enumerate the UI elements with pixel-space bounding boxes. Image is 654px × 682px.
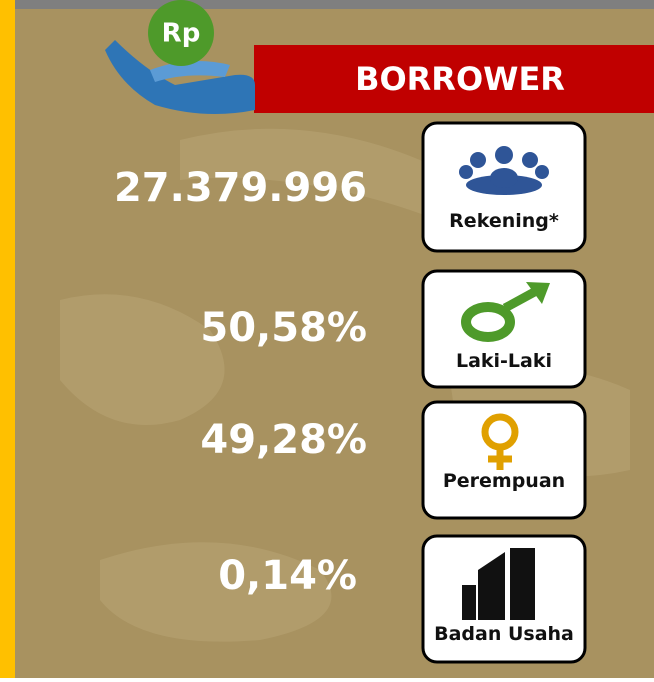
- stat-value: 49,28%: [200, 417, 367, 463]
- top-bar: [0, 0, 654, 9]
- title-banner: [254, 45, 654, 113]
- male-icon: [461, 282, 550, 342]
- badge-text: Rp: [162, 19, 201, 49]
- stat-label: Badan Usaha: [434, 623, 574, 645]
- building-icon: [462, 548, 535, 620]
- people-icon: [459, 146, 549, 195]
- stat-label: Perempuan: [443, 470, 565, 492]
- hand-icon: [105, 40, 255, 114]
- badge-circle: [148, 0, 214, 66]
- stat-value: 27.379.996: [114, 165, 367, 211]
- title: BORROWER: [355, 60, 565, 98]
- stat-value: 50,58%: [200, 305, 367, 351]
- stat-value: 0,14%: [218, 553, 357, 599]
- stat-label: Laki-Laki: [456, 350, 552, 372]
- side-stripe: [0, 0, 15, 678]
- female-icon: [481, 413, 519, 470]
- stat-label: Rekening*: [449, 210, 559, 232]
